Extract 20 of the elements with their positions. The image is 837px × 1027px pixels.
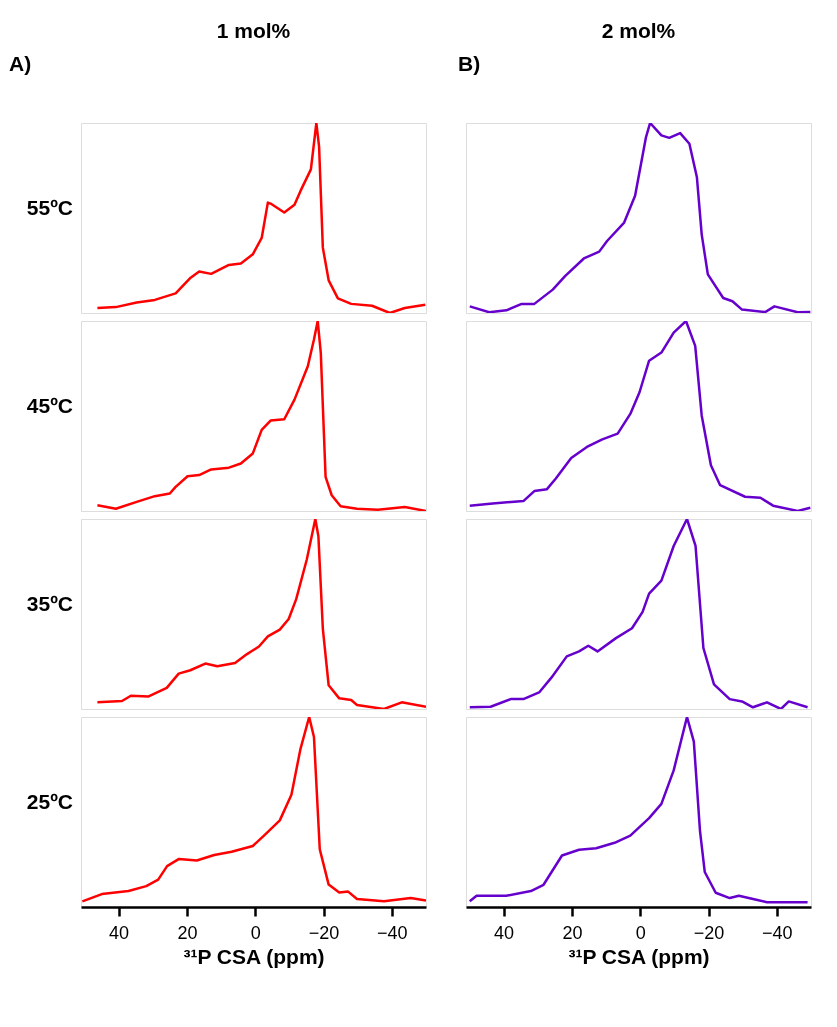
x-tick-label: 20: [562, 922, 583, 943]
x-tick-label: 0: [635, 922, 646, 943]
y-axis-title: 45ºC: [26, 393, 73, 417]
text: A): [9, 52, 32, 75]
text: B): [458, 52, 481, 75]
y-axis-title: 25ºC: [26, 789, 73, 813]
x-tick-label: 40: [109, 922, 130, 943]
x-axis-title: ³¹P CSA (ppm): [183, 944, 325, 968]
x-tick-label: 20: [177, 922, 198, 943]
x-axis-title: ³¹P CSA (ppm): [568, 944, 710, 968]
x-tick-label: 40: [494, 922, 515, 943]
x-tick-label: 0: [250, 922, 261, 943]
y-axis-title: 35ºC: [26, 591, 73, 615]
chart-title: 1 mol%: [216, 19, 291, 42]
chart-title: 2 mol%: [601, 19, 676, 42]
x-tick-label: −40: [762, 922, 793, 943]
x-tick-label: −40: [377, 922, 408, 943]
x-tick-label: −20: [308, 922, 340, 943]
x-tick-label: −20: [693, 922, 725, 943]
y-axis-title: 55ºC: [26, 195, 73, 219]
